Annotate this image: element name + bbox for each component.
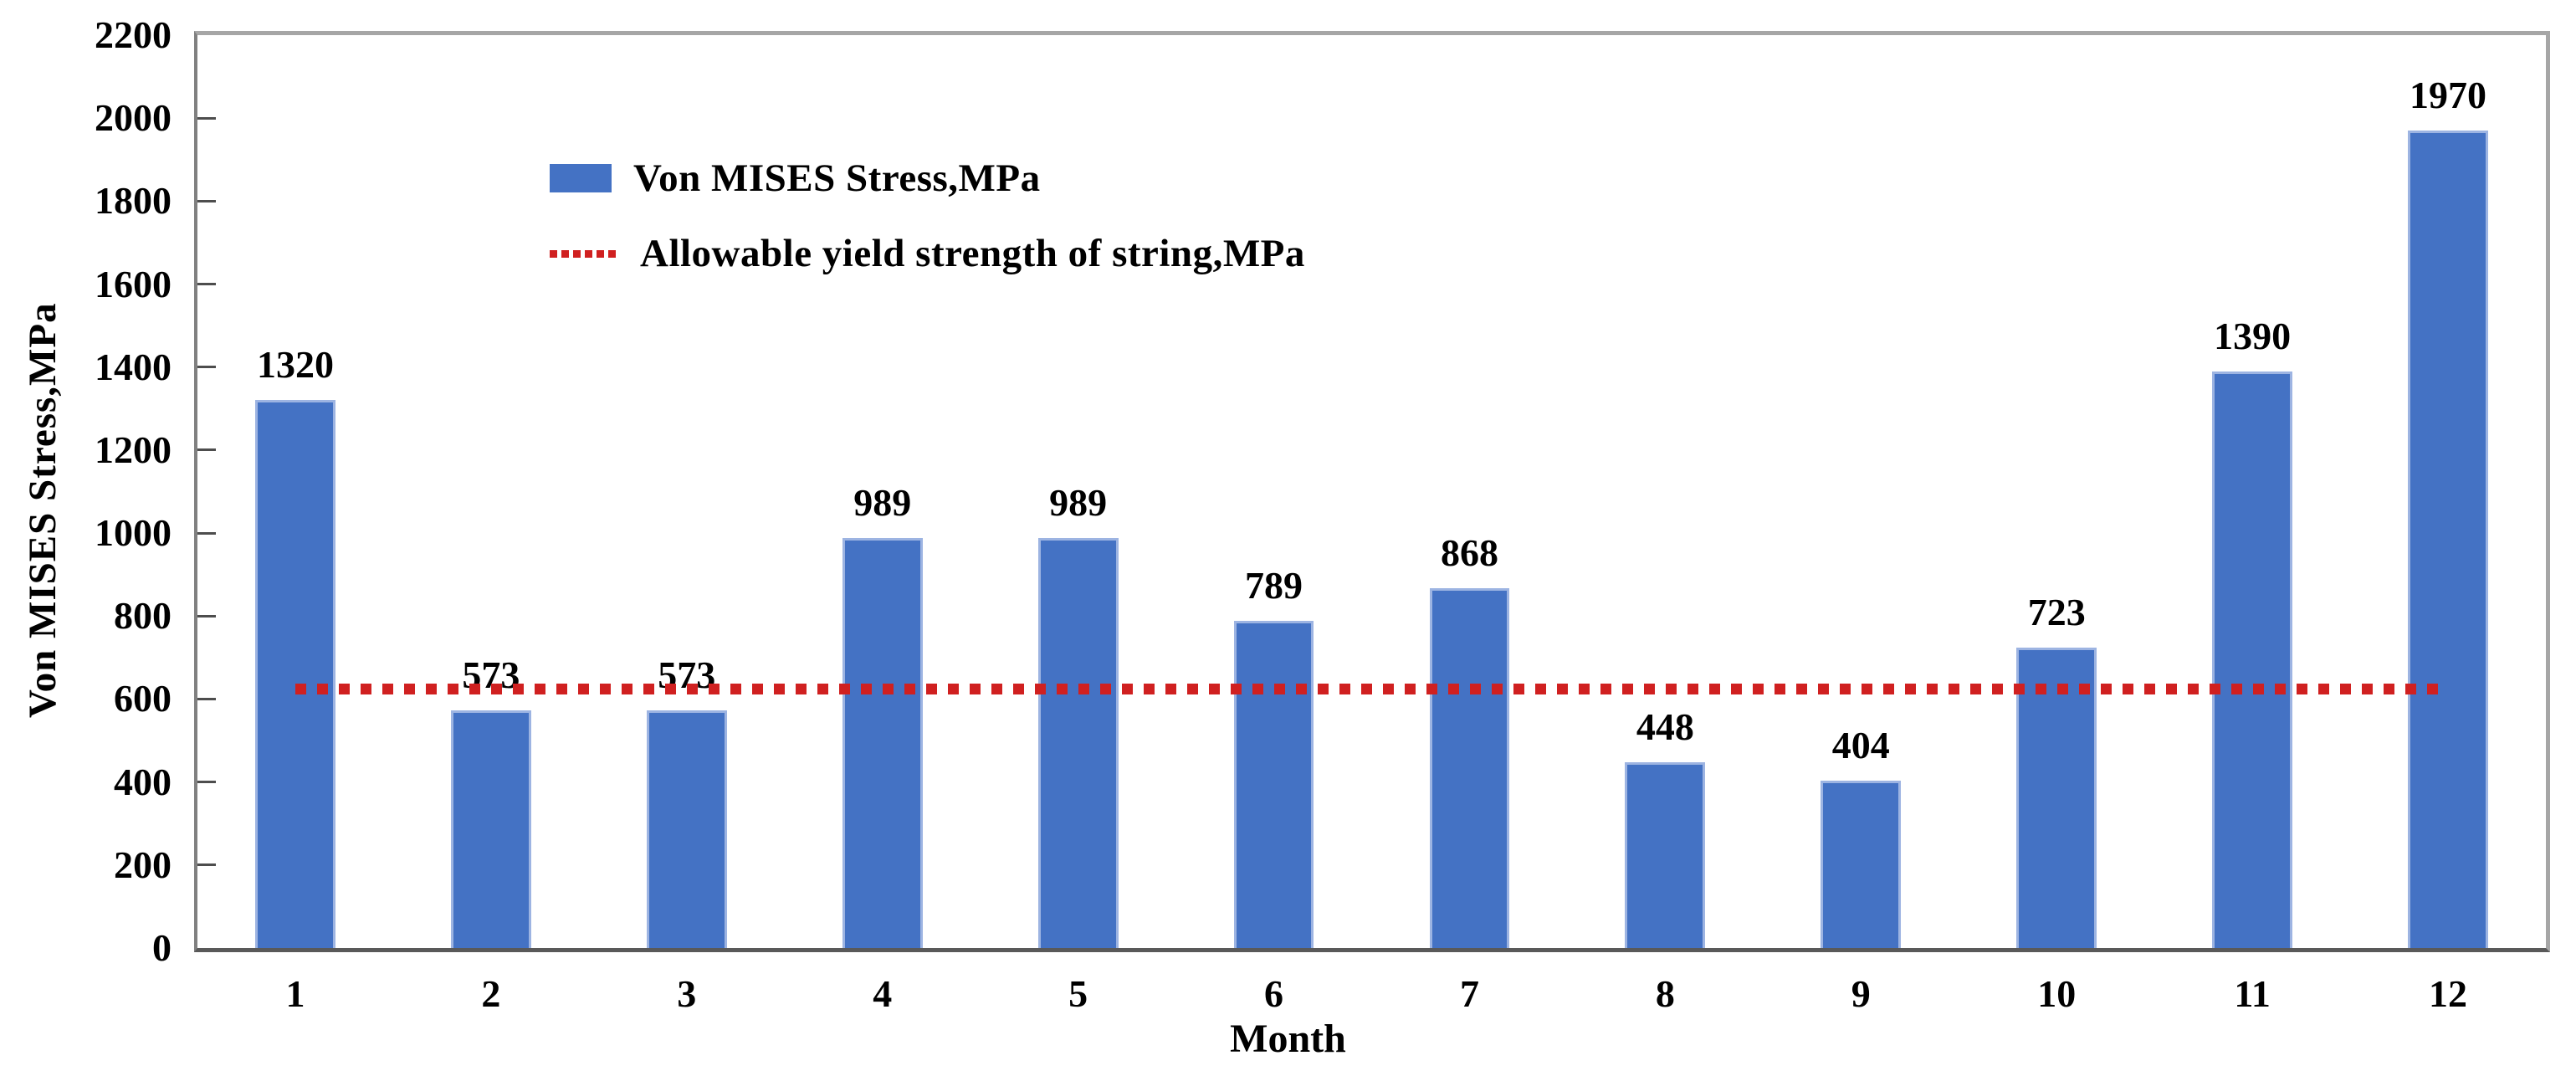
- x-tick-label: 12: [2429, 972, 2468, 1015]
- bar-value-label: 404: [1831, 723, 1890, 766]
- y-tick-label: 0: [152, 926, 172, 969]
- legend: Von MISES Stress,MPa Allowable yield str…: [550, 156, 1305, 310]
- bar: [1625, 761, 1706, 948]
- y-tick-label: 800: [114, 594, 172, 638]
- bar-value-label: 723: [2027, 591, 2086, 634]
- legend-swatch-dotted-line: [550, 249, 618, 258]
- y-tick-mark: [197, 116, 216, 120]
- legend-label: Allowable yield strength of string,MPa: [640, 231, 1305, 275]
- bar: [842, 537, 923, 948]
- y-tick-label: 1800: [95, 179, 172, 223]
- y-tick-mark: [197, 863, 216, 867]
- y-tick-label: 200: [114, 843, 172, 886]
- x-tick-label: 7: [1459, 972, 1479, 1015]
- y-tick-label: 2000: [95, 96, 172, 140]
- legend-item-allowable-yield: Allowable yield strength of string,MPa: [550, 231, 1305, 275]
- y-tick-mark: [197, 697, 216, 700]
- y-tick-label: 600: [114, 677, 172, 720]
- y-tick-label: 1200: [95, 428, 172, 471]
- legend-swatch-bar: [550, 164, 612, 192]
- bar: [2016, 648, 2097, 948]
- x-tick-label: 2: [481, 972, 501, 1015]
- y-tick-mark: [197, 199, 216, 202]
- x-tick-label: 6: [1264, 972, 1284, 1015]
- bar: [1821, 780, 1902, 948]
- threshold-line: [294, 684, 2449, 695]
- y-tick-mark: [197, 781, 216, 784]
- y-tick-label: 1400: [95, 345, 172, 388]
- y-tick-label: 2200: [95, 13, 172, 56]
- x-tick-label: 3: [677, 972, 697, 1015]
- bar-value-label: 1320: [256, 343, 334, 387]
- bar-value-label: 989: [1049, 480, 1108, 524]
- bar: [2212, 371, 2293, 948]
- bar-value-label: 1390: [2214, 314, 2292, 357]
- x-axis-tick-labels: 1 2 3 4 5 6 7 8 9 10 11 12: [197, 971, 2546, 1021]
- bar: [255, 400, 335, 948]
- bar: [1037, 537, 1119, 948]
- y-tick-label: 1000: [95, 511, 172, 555]
- x-tick-label: 10: [2037, 972, 2077, 1015]
- bar-value-label: 868: [1440, 530, 1498, 574]
- y-tick-label: 400: [114, 760, 172, 803]
- plot-area: 1320 573 573 989 989 789 868 448 404 723 1390 1970 …: [194, 31, 2550, 952]
- x-tick-label: 8: [1655, 972, 1675, 1015]
- y-tick-mark: [197, 283, 216, 286]
- bar-value-label: 448: [1636, 705, 1694, 748]
- x-tick-label: 5: [1068, 972, 1088, 1015]
- bar: [1429, 587, 1510, 948]
- bar-value-label: 789: [1245, 563, 1303, 607]
- y-axis-tick-labels: 0 200 400 600 800 1000 1200 1400 1600 1800 2000 220…: [33, 16, 172, 967]
- y-tick-mark: [197, 531, 216, 535]
- plot-inner: 1320 573 573 989 989 789 868 448 404 723 1390 1970 …: [197, 35, 2546, 948]
- legend-label: Von MISES Stress,MPa: [633, 156, 1041, 200]
- x-tick-label: 1: [285, 972, 305, 1015]
- x-tick-label: 4: [873, 972, 893, 1015]
- bar: [1233, 620, 1314, 948]
- bar-value-label: 1970: [2410, 74, 2487, 117]
- y-tick-mark: [197, 448, 216, 452]
- y-tick-label: 1600: [95, 262, 172, 305]
- bar: [450, 710, 531, 948]
- bar: [2408, 131, 2488, 948]
- x-axis-title: Month: [1230, 1017, 1346, 1061]
- legend-item-von-mises: Von MISES Stress,MPa: [550, 156, 1305, 200]
- x-tick-label: 9: [1851, 972, 1871, 1015]
- bar: [646, 710, 727, 948]
- y-tick-mark: [197, 614, 216, 617]
- x-tick-label: 11: [2234, 972, 2271, 1015]
- bar-value-label: 989: [853, 480, 912, 524]
- y-tick-mark: [197, 366, 216, 369]
